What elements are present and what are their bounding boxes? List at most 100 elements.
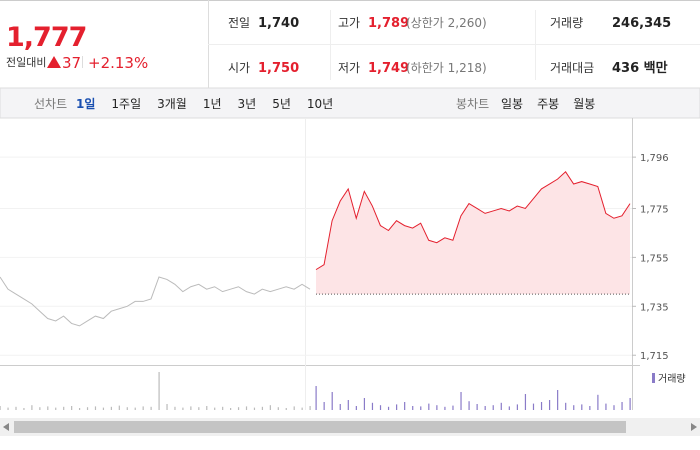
volume-bar [47, 406, 49, 410]
volume-bar [532, 403, 535, 410]
scroll-right[interactable] [691, 423, 697, 431]
volume-bar [150, 406, 152, 410]
volume-bar [31, 405, 33, 410]
y-tick-label: 1,775 [640, 204, 669, 215]
volume-legend: 거래량 [658, 373, 686, 385]
volume-bar [230, 408, 232, 410]
volume-bar [468, 401, 470, 410]
volume-bar [222, 406, 224, 410]
volume-bar [110, 406, 112, 410]
volume-bar [379, 405, 382, 410]
candle-tab[interactable]: 월봉 [573, 97, 595, 111]
period-tab[interactable]: 5년 [272, 97, 291, 111]
volume-bar [23, 408, 25, 410]
volume-bar [548, 400, 551, 410]
volume-bar [7, 407, 9, 410]
volume-bar [86, 407, 89, 410]
volume-bar [492, 405, 494, 410]
volume-bar [102, 407, 105, 410]
volume-bar [15, 406, 17, 410]
volume-bar [565, 402, 567, 410]
volume-bar [55, 407, 57, 410]
volume-bar [269, 405, 271, 410]
summary-label: 시가 [228, 61, 250, 75]
volume-bar [347, 400, 349, 410]
change-label: 전일대비 [6, 55, 46, 69]
summary-note: (하한가 1,218) [406, 61, 487, 75]
tab-bar [0, 87, 700, 119]
candle-chart-label: 봉차트 [456, 97, 489, 111]
y-tick-label: 1,715 [640, 351, 669, 362]
period-tab[interactable]: 3개월 [157, 97, 187, 111]
previous-line [0, 276, 311, 327]
volume-bar [371, 402, 374, 410]
summary-value: 1,740 [258, 16, 299, 31]
volume-bar [166, 404, 168, 410]
volume-bar [182, 407, 184, 410]
volume-bar [331, 392, 333, 410]
volume-bar [0, 406, 1, 410]
volume-bar [261, 406, 264, 410]
volume-bar [63, 406, 65, 410]
up-arrow [47, 56, 61, 68]
volume-bar [94, 406, 97, 410]
volume-bar [589, 406, 591, 410]
volume-bar [293, 406, 295, 410]
volume-bar [597, 394, 599, 410]
volume-bar [285, 408, 287, 410]
volume-bar [323, 402, 325, 410]
volume-bar [613, 405, 615, 410]
volume-bar [71, 406, 73, 410]
price: 1,777 [6, 22, 86, 53]
volume-bar [277, 407, 279, 410]
period-tab[interactable]: 1년 [203, 97, 222, 111]
volume-bar [412, 406, 414, 410]
volume-bar [174, 406, 176, 410]
volume-bar [573, 405, 575, 410]
summary-value: 246,345 [612, 16, 671, 31]
period-tab[interactable]: 10년 [307, 97, 333, 111]
summary-label: 고가 [338, 16, 360, 30]
volume-bar [190, 406, 192, 410]
volume-bar [355, 406, 357, 410]
change: 37 [62, 54, 81, 72]
summary-note: (상한가 2,260) [406, 16, 487, 30]
volume-bar [460, 392, 462, 410]
volume-bar [629, 398, 631, 410]
volume-bar [516, 404, 518, 410]
volume-bar [404, 402, 406, 410]
volume-bar [540, 402, 543, 410]
volume-bar [237, 407, 240, 410]
y-tick-label: 1,796 [640, 153, 669, 164]
volume-bar [557, 390, 559, 410]
volume-bar [524, 394, 527, 410]
volume-bar [118, 405, 120, 410]
candle-tab[interactable]: 주봉 [537, 97, 559, 111]
volume-bar [396, 404, 398, 410]
volume-bar [444, 406, 446, 410]
scroll-thumb[interactable] [14, 421, 626, 433]
period-tab[interactable]: 1일 [76, 97, 95, 111]
price-line [315, 171, 631, 271]
summary-value: 1,749 [368, 61, 409, 76]
summary-label: 거래대금 [550, 61, 594, 75]
period-tab[interactable]: 3년 [238, 97, 257, 111]
line-chart-label: 선차트 [34, 97, 67, 111]
volume-bar [309, 406, 311, 410]
volume-bar [420, 406, 422, 410]
y-tick-label: 1,735 [640, 302, 669, 313]
volume-bar [387, 406, 390, 410]
volume-bar [134, 407, 136, 410]
volume-bar [621, 402, 623, 410]
volume-bar [500, 402, 502, 410]
volume-bar [452, 405, 454, 410]
scroll-left[interactable] [3, 423, 9, 431]
volume-bar [253, 407, 256, 410]
volume-bar [206, 406, 208, 410]
volume-bar [436, 405, 438, 410]
candle-tab[interactable]: 일봉 [501, 97, 523, 111]
period-tab[interactable]: 1주일 [111, 97, 141, 111]
volume-bar [605, 403, 607, 410]
summary-label: 거래량 [550, 16, 583, 30]
